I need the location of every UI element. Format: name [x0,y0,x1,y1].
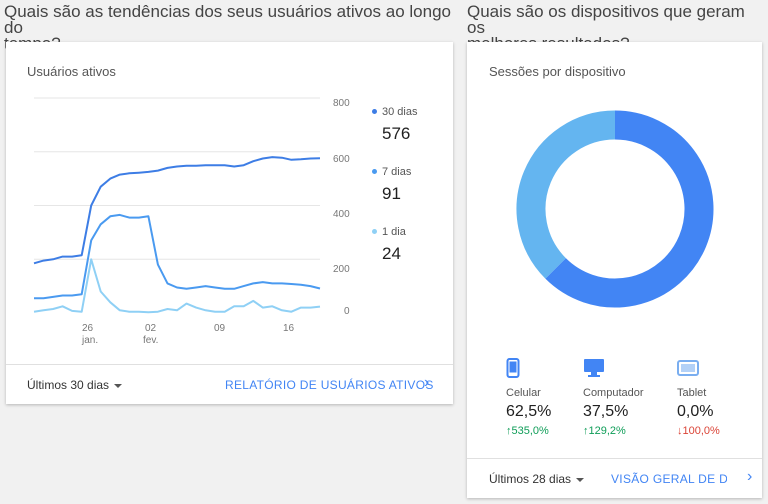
caret-down-icon [576,477,585,482]
donut-slice-computador [516,110,616,279]
devices-card: Sessões por dispositivo Celular 62,5% ↑5… [467,42,762,498]
sessions-donut-chart [516,110,714,308]
series-line-30-dias [33,156,321,265]
legend-dot-1-day [372,229,377,234]
caret-down-icon [114,383,123,388]
chevron-right-icon[interactable]: › [424,374,430,391]
left-section-title-line1: Quais são as tendências dos seus usuário… [4,2,451,37]
legend-value-1-day: 24 [382,244,401,263]
legend-value-7-days: 91 [382,184,401,203]
legend-name-7-days: 7 dias [382,166,412,178]
series-line-1-dia [33,258,321,314]
device-pct-desktop: 37,5% [583,403,629,420]
date-range-dropdown[interactable]: Últimos 30 dias [27,378,123,392]
arrow-up-icon: ↑ [583,425,589,437]
tablet-icon [677,360,699,376]
legend-name-1-day: 1 dia [382,226,406,238]
device-change-value-mobile: 535,0% [511,425,549,437]
devices-date-range-dropdown[interactable]: Últimos 28 dias [489,472,585,486]
x-tick-09: 09 [214,323,226,334]
active-users-footer: Últimos 30 dias RELATÓRIO DE USUÁRIOS AT… [6,364,453,404]
smartphone-icon [506,358,520,378]
legend-value-30-days: 576 [382,124,411,143]
active-users-title: Usuários ativos [27,64,116,79]
active-users-chart [33,97,321,314]
device-change-desktop: ↑129,2% [583,425,663,437]
y-tick-600: 600 [333,154,350,165]
y-tick-800: 800 [333,98,350,109]
active-users-card: Usuários ativos 800 600 400 200 0 26 jan… [6,42,453,404]
x-tick-jan: jan. [82,335,99,346]
series-line-7-dias [34,213,321,300]
device-mobile: Celular 62,5% ↑535,0% [506,358,586,437]
device-change-tablet: ↓100,0% [677,425,757,437]
legend-30-days: 30 dias 576 [372,106,417,144]
donut-slice-celular [545,110,714,308]
legend-1-day: 1 dia 24 [372,226,406,264]
right-section-title-line1: Quais são os dispositivos que geram os [467,2,745,37]
legend-dot-7-days [372,169,377,174]
x-tick-26: 26 [82,323,94,334]
x-tick-fev: fev. [143,335,159,346]
active-users-report-link[interactable]: RELATÓRIO DE USUÁRIOS ATIVOS [225,378,434,392]
date-range-label: Últimos 30 dias [27,378,110,392]
arrow-up-icon: ↑ [506,425,512,437]
devices-footer: Últimos 28 dias VISÃO GERAL DE DI... › [467,458,762,498]
devices-title: Sessões por dispositivo [489,64,626,79]
y-tick-200: 200 [333,264,350,275]
y-tick-0: 0 [344,306,350,317]
device-tablet: Tablet 0,0% ↓100,0% [677,358,757,437]
device-name-desktop: Computador [583,387,644,399]
device-change-mobile: ↑535,0% [506,425,586,437]
legend-dot-30-days [372,109,377,114]
x-tick-02: 02 [145,323,157,334]
device-pct-tablet: 0,0% [677,403,714,420]
device-change-value-tablet: 100,0% [682,425,720,437]
chevron-right-icon[interactable]: › [747,468,753,485]
device-name-mobile: Celular [506,387,541,399]
desktop-icon [584,359,604,377]
devices-overview-link[interactable]: VISÃO GERAL DE DI... [611,472,727,486]
x-tick-16: 16 [283,323,295,334]
device-name-tablet: Tablet [677,387,707,399]
device-change-value-desktop: 129,2% [588,425,626,437]
device-pct-mobile: 62,5% [506,403,552,420]
legend-name-30-days: 30 dias [382,106,418,118]
legend-7-days: 7 dias 91 [372,166,411,204]
devices-date-range-label: Últimos 28 dias [489,472,572,486]
y-tick-400: 400 [333,209,350,220]
device-desktop: Computador 37,5% ↑129,2% [583,358,663,437]
arrow-down-icon: ↓ [677,425,683,437]
